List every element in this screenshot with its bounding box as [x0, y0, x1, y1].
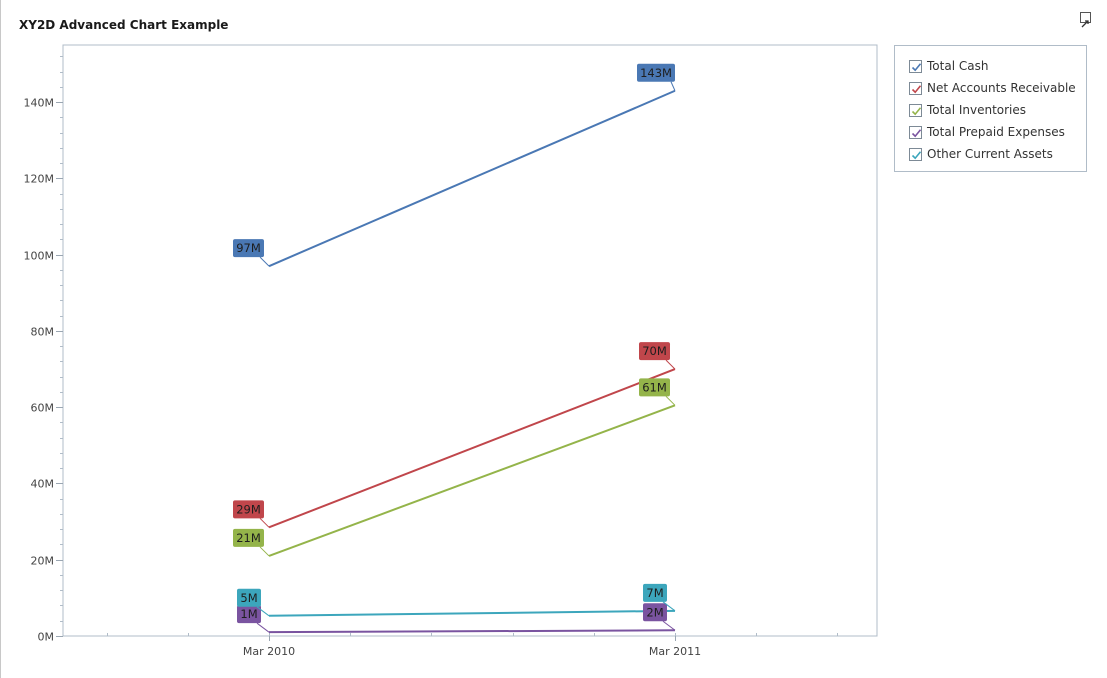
data-label: 1M [237, 605, 270, 633]
expand-arrow-icon[interactable] [1080, 12, 1091, 28]
legend-item[interactable]: Other Current Assets [895, 143, 1086, 165]
series-line-2 [268, 404, 676, 557]
data-label-text: 21M [236, 531, 261, 545]
legend-item[interactable]: Total Cash [895, 55, 1086, 77]
series-line-4 [268, 609, 676, 617]
data-label-text: 70M [642, 344, 667, 358]
checkbox-icon[interactable] [909, 81, 922, 95]
x-tick-label: Mar 2010 [243, 645, 295, 658]
checkbox-icon[interactable] [909, 103, 922, 117]
data-label-text: 1M [240, 607, 257, 621]
legend-item[interactable]: Net Accounts Receivable [895, 77, 1086, 99]
y-tick-label: 140M [24, 97, 55, 110]
data-label: 61M [639, 378, 676, 406]
data-label: 21M [233, 528, 270, 557]
y-tick-label: 80M [31, 326, 55, 339]
data-label-text: 2M [646, 605, 663, 619]
data-label-text: 29M [236, 502, 261, 516]
data-label-text: 97M [236, 241, 261, 255]
data-label: 97M [233, 239, 270, 267]
y-tick-label: 0M [38, 631, 55, 644]
legend-label: Other Current Assets [927, 147, 1053, 161]
legend-label: Total Inventories [927, 103, 1027, 117]
chart-canvas: 0M 20M 40M 60M 80M 100M 120M 140M Mar 2010 Mar 20… [24, 44, 878, 658]
legend-label: Total Prepaid Expenses [927, 125, 1065, 139]
series-line-1 [268, 368, 676, 529]
data-label: 5M [237, 588, 270, 617]
legend-label: Net Accounts Receivable [927, 81, 1076, 95]
series-line-3 [268, 629, 676, 634]
plot-area [62, 44, 878, 637]
chart-title: XY2D Advanced Chart Example [19, 18, 229, 32]
legend-label: Total Cash [927, 59, 989, 73]
data-label: 7M [643, 583, 676, 612]
series-line-0 [268, 89, 676, 268]
checkbox-icon[interactable] [909, 125, 922, 139]
y-tick-label: 40M [31, 478, 55, 491]
chart-legend: Total Cash Net Accounts Receivable Total I… [894, 45, 1087, 172]
y-tick-label: 60M [31, 402, 55, 415]
y-tick-label: 20M [31, 555, 55, 568]
checkbox-icon[interactable] [909, 59, 922, 73]
data-label: 143M [637, 63, 676, 91]
data-label: 70M [639, 342, 676, 370]
legend-item[interactable]: Total Inventories [895, 99, 1086, 121]
checkbox-icon[interactable] [909, 147, 922, 161]
data-label-text: 5M [240, 591, 257, 605]
data-label: 2M [643, 603, 676, 631]
data-label-text: 7M [646, 586, 663, 600]
legend-item[interactable]: Total Prepaid Expenses [895, 121, 1086, 143]
x-tick-label: Mar 2011 [649, 645, 701, 658]
window-left-border [0, 0, 1, 678]
y-tick-label: 120M [24, 173, 55, 186]
data-label-text: 61M [642, 380, 667, 394]
data-label: 29M [233, 500, 270, 528]
y-tick-label: 100M [24, 250, 55, 263]
data-label-text: 143M [640, 66, 672, 80]
